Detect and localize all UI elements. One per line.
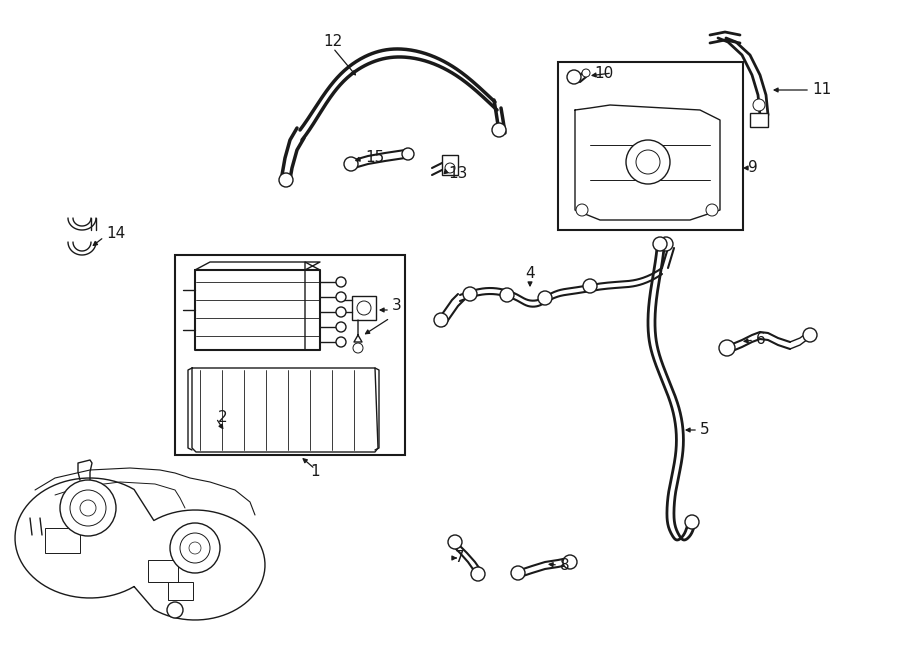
Circle shape <box>567 70 581 84</box>
Circle shape <box>180 533 210 563</box>
Circle shape <box>582 69 590 77</box>
Circle shape <box>563 555 577 569</box>
Bar <box>148 560 178 582</box>
Circle shape <box>402 148 414 160</box>
Circle shape <box>719 340 735 356</box>
Circle shape <box>357 301 371 315</box>
Text: 15: 15 <box>365 151 384 165</box>
Circle shape <box>626 140 670 184</box>
Circle shape <box>336 307 346 317</box>
Circle shape <box>344 157 358 171</box>
Circle shape <box>500 288 514 302</box>
Circle shape <box>167 602 183 618</box>
Circle shape <box>463 287 477 301</box>
Circle shape <box>583 279 597 293</box>
Circle shape <box>753 99 765 111</box>
Circle shape <box>434 313 448 327</box>
Bar <box>352 296 376 320</box>
Bar <box>558 62 743 230</box>
Circle shape <box>189 542 201 554</box>
Text: 2: 2 <box>218 410 228 426</box>
Circle shape <box>70 490 106 526</box>
Circle shape <box>353 343 363 353</box>
Circle shape <box>659 237 673 251</box>
Circle shape <box>336 337 346 347</box>
Text: 12: 12 <box>323 34 343 50</box>
Circle shape <box>336 322 346 332</box>
Text: 1: 1 <box>310 465 320 479</box>
Circle shape <box>685 515 699 529</box>
Circle shape <box>511 566 525 580</box>
Circle shape <box>653 237 667 251</box>
Circle shape <box>448 535 462 549</box>
Circle shape <box>60 480 116 536</box>
Text: 6: 6 <box>756 332 766 348</box>
Bar <box>168 582 193 600</box>
Text: 10: 10 <box>595 65 614 81</box>
Bar <box>175 255 405 455</box>
Bar <box>442 155 458 175</box>
Bar <box>750 113 768 127</box>
Circle shape <box>445 163 455 173</box>
Circle shape <box>279 173 293 187</box>
Circle shape <box>336 292 346 302</box>
Circle shape <box>336 277 346 287</box>
Text: 5: 5 <box>700 422 709 438</box>
Text: 8: 8 <box>560 557 570 572</box>
Text: 4: 4 <box>526 266 535 282</box>
Circle shape <box>170 523 220 573</box>
Circle shape <box>636 150 660 174</box>
Text: 11: 11 <box>812 83 832 98</box>
Text: 14: 14 <box>106 225 125 241</box>
Text: 7: 7 <box>455 551 464 566</box>
Text: 9: 9 <box>748 161 758 176</box>
Circle shape <box>803 328 817 342</box>
Circle shape <box>80 500 96 516</box>
Bar <box>45 528 80 553</box>
Circle shape <box>576 204 588 216</box>
Polygon shape <box>15 478 265 620</box>
Circle shape <box>706 204 718 216</box>
Circle shape <box>492 123 506 137</box>
Circle shape <box>471 567 485 581</box>
Text: 3: 3 <box>392 297 401 313</box>
Circle shape <box>538 291 552 305</box>
Text: 13: 13 <box>448 165 467 180</box>
